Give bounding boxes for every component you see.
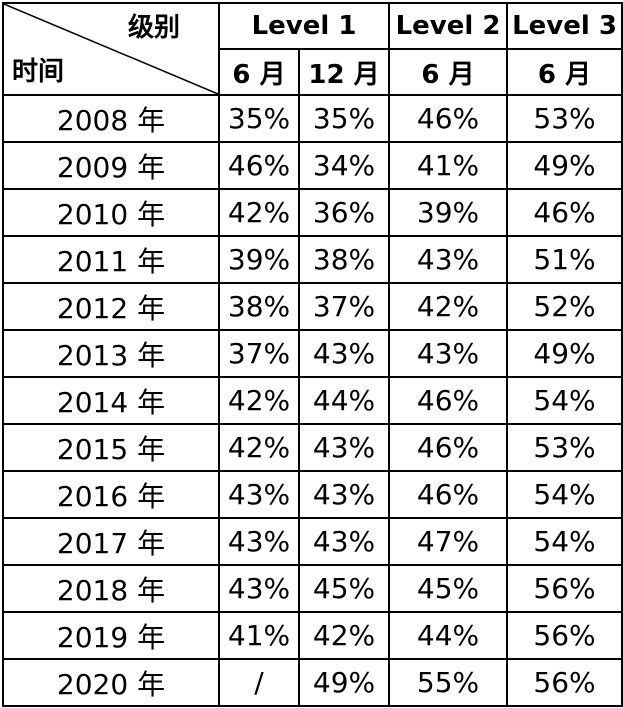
month-header-l1-dec: 12 月 xyxy=(298,48,390,96)
value-cell: 43% xyxy=(298,517,390,566)
value-cell: 44% xyxy=(388,611,508,660)
value-cell: 43% xyxy=(388,329,508,378)
value-cell: 42% xyxy=(218,188,300,237)
corner-label-level: 级别 xyxy=(127,13,180,43)
year-cell: 2019 年 xyxy=(2,611,220,660)
year-cell: 2017 年 xyxy=(2,517,220,566)
year-cell: 2012 年 xyxy=(2,282,220,331)
value-cell: 43% xyxy=(218,470,300,519)
value-cell: 46% xyxy=(388,94,508,143)
value-cell: 54% xyxy=(506,517,623,566)
value-cell: 43% xyxy=(298,423,390,472)
month-header-l1-jun: 6 月 xyxy=(218,48,300,96)
value-cell: 55% xyxy=(388,658,508,707)
value-cell: 46% xyxy=(388,423,508,472)
table-row-2011: 2011 年 39% 38% 43% 51% xyxy=(2,235,623,284)
table-row-2012: 2012 年 38% 37% 42% 52% xyxy=(2,282,623,331)
value-cell: 46% xyxy=(506,188,623,237)
value-cell: 52% xyxy=(506,282,623,331)
table-row-2014: 2014 年 42% 44% 46% 54% xyxy=(2,376,623,425)
year-cell: 2013 年 xyxy=(2,329,220,378)
value-cell: / xyxy=(218,658,300,707)
value-cell: 49% xyxy=(506,141,623,190)
year-cell: 2008 年 xyxy=(2,94,220,143)
value-cell: 39% xyxy=(218,235,300,284)
year-cell: 2010 年 xyxy=(2,188,220,237)
value-cell: 56% xyxy=(506,611,623,660)
value-cell: 43% xyxy=(388,235,508,284)
value-cell: 42% xyxy=(298,611,390,660)
table-row-2013: 2013 年 37% 43% 43% 49% xyxy=(2,329,623,378)
table-row-2010: 2010 年 42% 36% 39% 46% xyxy=(2,188,623,237)
value-cell: 45% xyxy=(388,564,508,613)
value-cell: 54% xyxy=(506,470,623,519)
value-cell: 47% xyxy=(388,517,508,566)
value-cell: 56% xyxy=(506,564,623,613)
table-row-2020: 2020 年 / 49% 55% 56% xyxy=(2,658,623,707)
value-cell: 46% xyxy=(218,141,300,190)
value-cell: 38% xyxy=(218,282,300,331)
value-cell: 43% xyxy=(298,329,390,378)
header-row-groups: 级别 时间 Level 1 Level 2 Level 3 xyxy=(2,2,623,96)
table-row-2017: 2017 年 43% 43% 47% 54% xyxy=(2,517,623,566)
value-cell: 35% xyxy=(298,94,390,143)
month-header-l2-jun: 6 月 xyxy=(388,48,508,96)
table-row-2015: 2015 年 42% 43% 46% 53% xyxy=(2,423,623,472)
year-cell: 2016 年 xyxy=(2,470,220,519)
value-cell: 37% xyxy=(298,282,390,331)
corner-header-cell: 级别 时间 xyxy=(2,2,220,96)
value-cell: 44% xyxy=(298,376,390,425)
year-cell: 2015 年 xyxy=(2,423,220,472)
group-header-level3: Level 3 xyxy=(506,2,623,50)
value-cell: 39% xyxy=(388,188,508,237)
table-row-2016: 2016 年 43% 43% 46% 54% xyxy=(2,470,623,519)
value-cell: 56% xyxy=(506,658,623,707)
value-cell: 49% xyxy=(506,329,623,378)
value-cell: 37% xyxy=(218,329,300,378)
value-cell: 49% xyxy=(298,658,390,707)
table-row-2018: 2018 年 43% 45% 45% 56% xyxy=(2,564,623,613)
table-row-2009: 2009 年 46% 34% 41% 49% xyxy=(2,141,623,190)
value-cell: 43% xyxy=(298,470,390,519)
value-cell: 53% xyxy=(506,94,623,143)
value-cell: 42% xyxy=(218,423,300,472)
value-cell: 41% xyxy=(388,141,508,190)
diagonal-divider-line xyxy=(4,4,218,94)
value-cell: 38% xyxy=(298,235,390,284)
value-cell: 43% xyxy=(218,564,300,613)
month-header-l3-jun: 6 月 xyxy=(506,48,623,96)
value-cell: 34% xyxy=(298,141,390,190)
value-cell: 43% xyxy=(218,517,300,566)
value-cell: 54% xyxy=(506,376,623,425)
corner-label-time: 时间 xyxy=(12,57,65,87)
year-cell: 2020 年 xyxy=(2,658,220,707)
table-row-2008: 2008 年 35% 35% 46% 53% xyxy=(2,94,623,143)
value-cell: 46% xyxy=(388,376,508,425)
value-cell: 41% xyxy=(218,611,300,660)
value-cell: 35% xyxy=(218,94,300,143)
value-cell: 46% xyxy=(388,470,508,519)
value-cell: 51% xyxy=(506,235,623,284)
group-header-level1: Level 1 xyxy=(218,2,390,50)
value-cell: 42% xyxy=(388,282,508,331)
value-cell: 36% xyxy=(298,188,390,237)
year-cell: 2018 年 xyxy=(2,564,220,613)
year-cell: 2009 年 xyxy=(2,141,220,190)
header-row-months: 6 月 12 月 6 月 6 月 xyxy=(3,48,623,96)
value-cell: 45% xyxy=(298,564,390,613)
year-cell: 2011 年 xyxy=(2,235,220,284)
table-row-2019: 2019 年 41% 42% 44% 56% xyxy=(2,611,623,660)
value-cell: 53% xyxy=(506,423,623,472)
group-header-level2: Level 2 xyxy=(388,2,508,50)
year-cell: 2014 年 xyxy=(2,376,220,425)
value-cell: 42% xyxy=(218,376,300,425)
